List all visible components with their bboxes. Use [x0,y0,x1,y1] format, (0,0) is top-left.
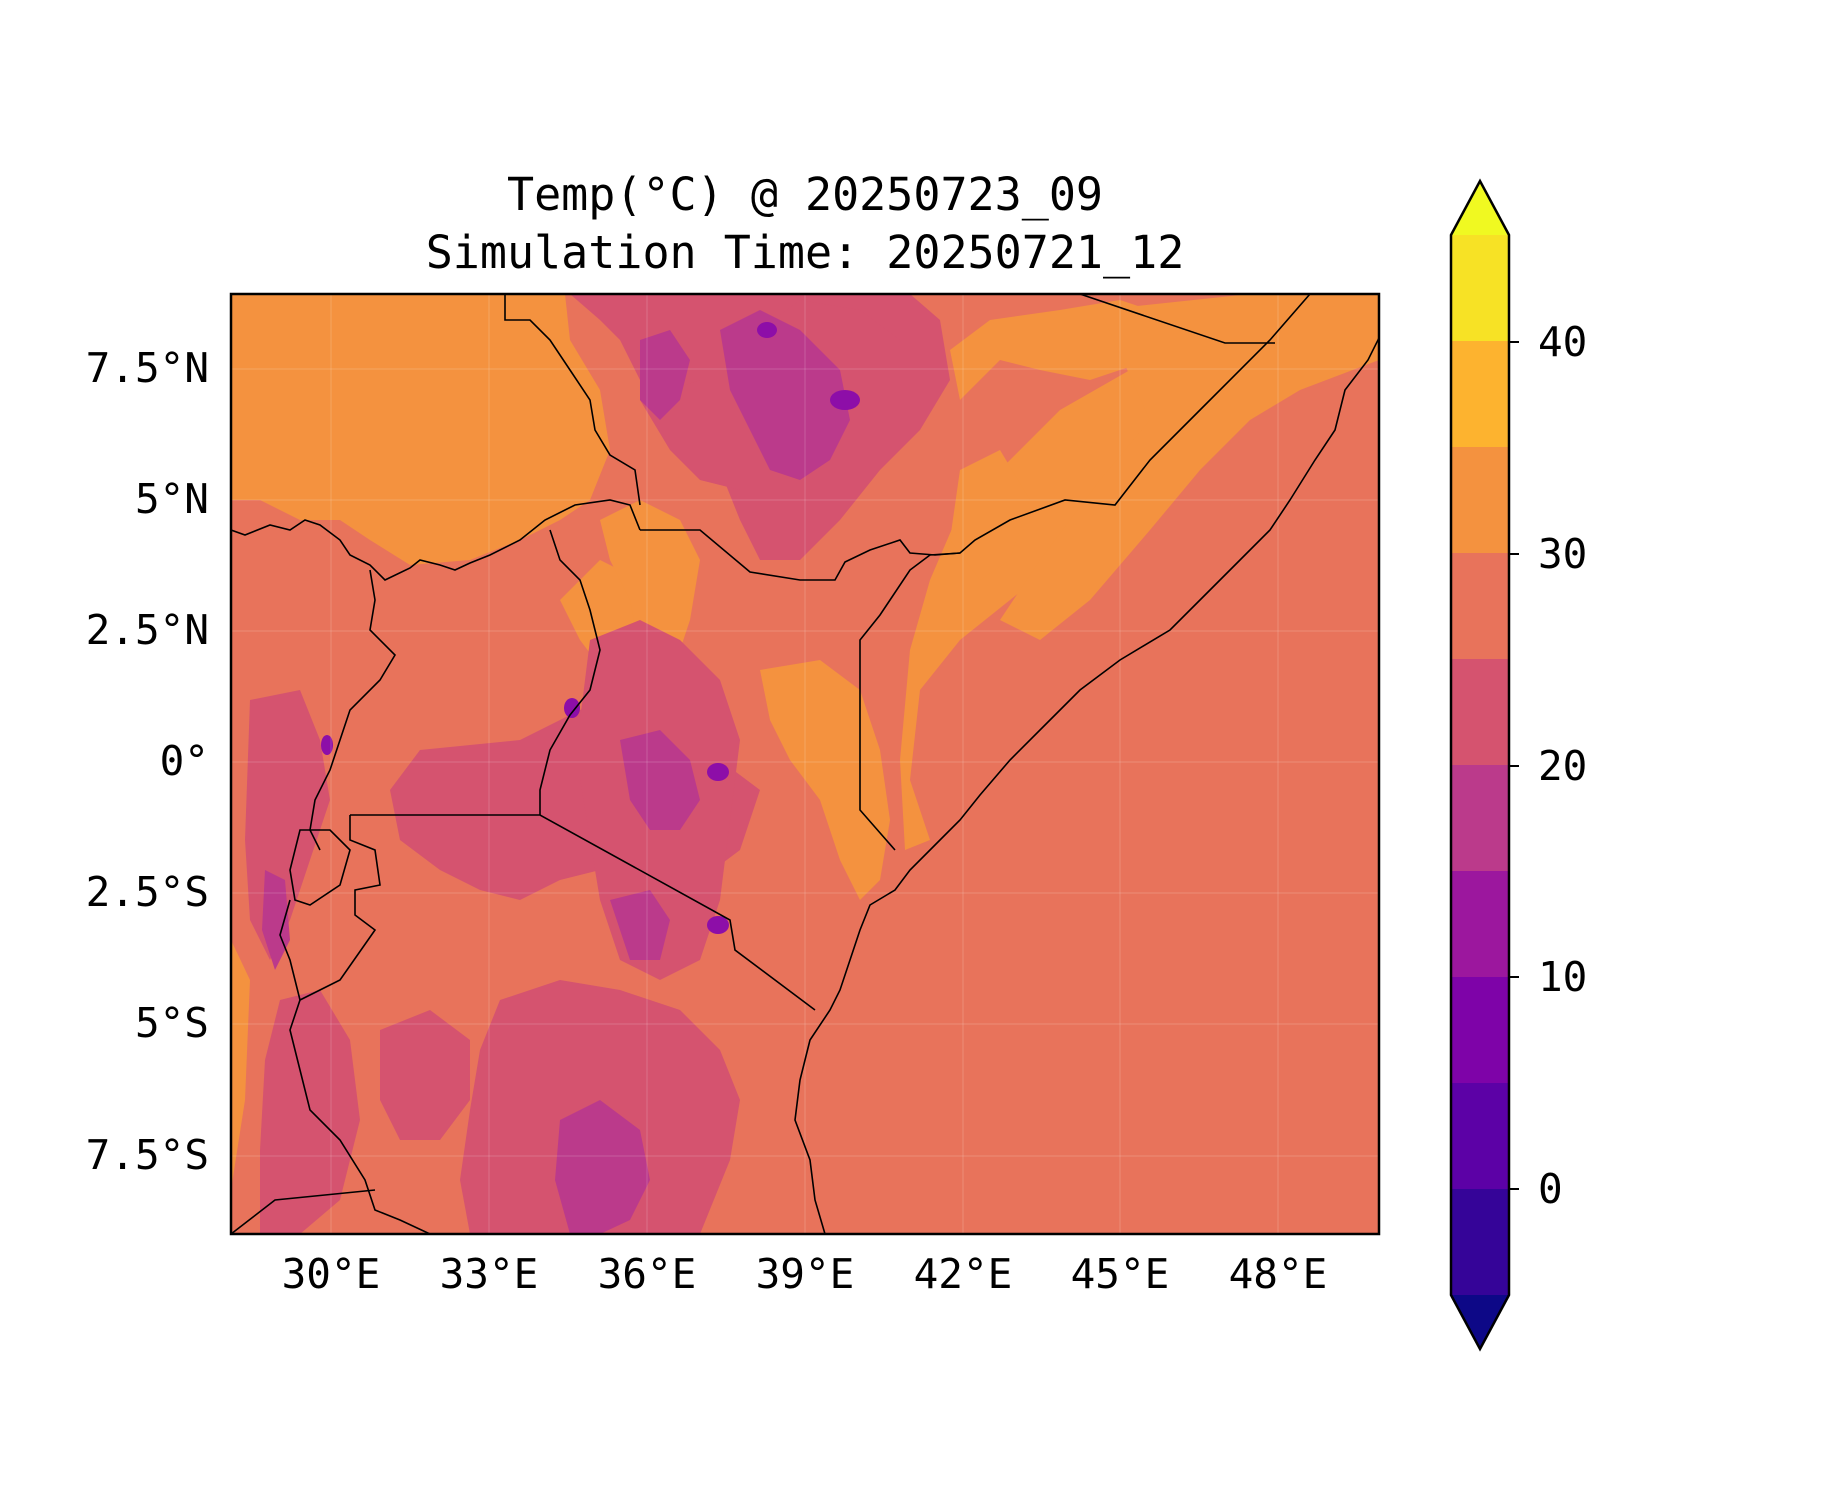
colorbar-tick-label: 30 [1538,530,1587,578]
colorbar: 40 30 20 10 0 [1449,178,1587,1352]
colorbar-segment [1451,341,1509,448]
colorbar-segment [1451,235,1509,342]
temperature-map [231,294,1379,1234]
y-axis-ticks: 7.5°N 5°N 2.5°N 0° 2.5°S 5°S 7.5°S [86,344,209,1179]
colorbar-segment [1451,659,1509,766]
colorbar-segment [1451,871,1509,978]
coldest-regions [321,322,860,934]
y-tick-label: 5°S [135,999,209,1047]
colorbar-segment [1451,765,1509,872]
colorbar-extend-min [1451,1295,1509,1349]
figure-subtitle: Simulation Time: 20250721_12 [426,226,1185,279]
y-tick-label: 5°N [135,475,209,523]
x-tick-label: 42°E [914,1250,1013,1298]
x-tick-label: 30°E [282,1250,381,1298]
x-tick-label: 48°E [1229,1250,1328,1298]
colorbar-tick-label: 40 [1538,318,1587,366]
colorbar-tick-marks [1509,341,1519,1190]
x-tick-label: 39°E [756,1250,855,1298]
y-tick-label: 0° [160,737,209,785]
colorbar-tick-label: 20 [1538,742,1587,790]
figure-title: Temp(°C) @ 20250723_09 [507,168,1103,221]
colorbar-outline [1449,178,1511,1352]
x-tick-label: 33°E [440,1250,539,1298]
colorbar-segments [1451,181,1509,1349]
map-frame [229,292,1381,1236]
y-tick-label: 7.5°S [86,1131,209,1179]
colorbar-segment [1451,1083,1509,1190]
y-tick-label: 7.5°N [86,344,209,392]
cooler-regions [262,310,850,1234]
x-tick-label: 36°E [598,1250,697,1298]
colorbar-segment [1451,447,1509,554]
x-axis-ticks: 30°E 33°E 36°E 39°E 42°E 45°E 48°E [282,1250,1328,1298]
colorbar-segment [1451,1189,1509,1296]
colorbar-tick-label: 10 [1538,953,1587,1001]
colorbar-tick-label: 0 [1538,1165,1563,1213]
country-borders [231,294,1379,1234]
colorbar-extend-max [1451,181,1509,235]
x-tick-label: 45°E [1071,1250,1170,1298]
colorbar-segment [1451,977,1509,1084]
y-tick-label: 2.5°N [86,606,209,654]
y-tick-label: 2.5°S [86,868,209,916]
colorbar-segment [1451,553,1509,660]
gridlines [231,294,1379,1234]
